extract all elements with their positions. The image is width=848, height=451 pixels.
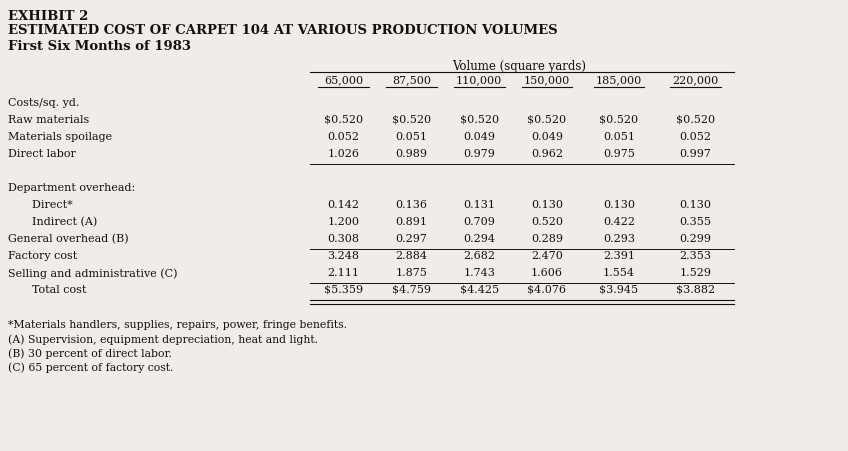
Text: 0.422: 0.422	[603, 217, 635, 227]
Text: $4.759: $4.759	[392, 285, 431, 295]
Text: $0.520: $0.520	[460, 115, 499, 125]
Text: $3.882: $3.882	[676, 285, 715, 295]
Text: 1.200: 1.200	[327, 217, 360, 227]
Text: Direct labor: Direct labor	[8, 149, 76, 159]
Text: 0.130: 0.130	[603, 200, 635, 210]
Text: (C) 65 percent of factory cost.: (C) 65 percent of factory cost.	[8, 362, 174, 373]
Text: Materials spoilage: Materials spoilage	[8, 132, 113, 142]
Text: $5.359: $5.359	[324, 285, 363, 295]
Text: 3.248: 3.248	[327, 251, 360, 261]
Text: 1.875: 1.875	[395, 268, 427, 278]
Text: 110,000: 110,000	[456, 75, 502, 85]
Text: $0.520: $0.520	[676, 115, 715, 125]
Text: $0.520: $0.520	[392, 115, 431, 125]
Text: $0.520: $0.520	[600, 115, 639, 125]
Text: Department overhead:: Department overhead:	[8, 183, 136, 193]
Text: 0.709: 0.709	[463, 217, 495, 227]
Text: $4.076: $4.076	[527, 285, 566, 295]
Text: 0.520: 0.520	[531, 217, 563, 227]
Text: 0.308: 0.308	[327, 234, 360, 244]
Text: 0.355: 0.355	[679, 217, 711, 227]
Text: 150,000: 150,000	[524, 75, 570, 85]
Text: 1.026: 1.026	[327, 149, 360, 159]
Text: ESTIMATED COST OF CARPET 104 AT VARIOUS PRODUCTION VOLUMES: ESTIMATED COST OF CARPET 104 AT VARIOUS …	[8, 24, 558, 37]
Text: 0.297: 0.297	[395, 234, 427, 244]
Text: Volume (square yards): Volume (square yards)	[452, 60, 587, 73]
Text: 0.989: 0.989	[395, 149, 427, 159]
Text: 0.049: 0.049	[463, 132, 495, 142]
Text: $3.945: $3.945	[600, 285, 639, 295]
Text: 1.606: 1.606	[531, 268, 563, 278]
Text: 0.289: 0.289	[531, 234, 563, 244]
Text: $0.520: $0.520	[324, 115, 363, 125]
Text: Selling and administrative (C): Selling and administrative (C)	[8, 268, 178, 279]
Text: 1.554: 1.554	[603, 268, 635, 278]
Text: $4.425: $4.425	[460, 285, 499, 295]
Text: General overhead (B): General overhead (B)	[8, 234, 129, 244]
Text: 2.353: 2.353	[679, 251, 711, 261]
Text: Costs/sq. yd.: Costs/sq. yd.	[8, 98, 80, 108]
Text: 0.130: 0.130	[679, 200, 711, 210]
Text: 0.051: 0.051	[395, 132, 427, 142]
Text: Direct*: Direct*	[25, 200, 73, 210]
Text: 0.142: 0.142	[327, 200, 360, 210]
Text: 0.891: 0.891	[395, 217, 427, 227]
Text: 2.682: 2.682	[463, 251, 495, 261]
Text: EXHIBIT 2: EXHIBIT 2	[8, 10, 89, 23]
Text: 0.052: 0.052	[327, 132, 360, 142]
Text: 220,000: 220,000	[672, 75, 718, 85]
Text: First Six Months of 1983: First Six Months of 1983	[8, 40, 192, 53]
Text: Raw materials: Raw materials	[8, 115, 90, 125]
Text: 0.299: 0.299	[679, 234, 711, 244]
Text: 2.391: 2.391	[603, 251, 635, 261]
Text: $0.520: $0.520	[527, 115, 566, 125]
Text: 65,000: 65,000	[324, 75, 363, 85]
Text: 0.975: 0.975	[603, 149, 635, 159]
Text: 0.294: 0.294	[463, 234, 495, 244]
Text: 87,500: 87,500	[392, 75, 431, 85]
Text: 0.051: 0.051	[603, 132, 635, 142]
Text: (A) Supervision, equipment depreciation, heat and light.: (A) Supervision, equipment depreciation,…	[8, 334, 319, 345]
Text: 0.052: 0.052	[679, 132, 711, 142]
Text: 0.131: 0.131	[463, 200, 495, 210]
Text: 0.962: 0.962	[531, 149, 563, 159]
Text: Indirect (A): Indirect (A)	[25, 217, 98, 227]
Text: 185,000: 185,000	[596, 75, 642, 85]
Text: 0.136: 0.136	[395, 200, 427, 210]
Text: Total cost: Total cost	[25, 285, 86, 295]
Text: Factory cost: Factory cost	[8, 251, 78, 261]
Text: 0.979: 0.979	[463, 149, 495, 159]
Text: 0.049: 0.049	[531, 132, 563, 142]
Text: 2.884: 2.884	[395, 251, 427, 261]
Text: 0.130: 0.130	[531, 200, 563, 210]
Text: 1.743: 1.743	[463, 268, 495, 278]
Text: (B) 30 percent of direct labor.: (B) 30 percent of direct labor.	[8, 348, 172, 359]
Text: 2.111: 2.111	[327, 268, 360, 278]
Text: 2.470: 2.470	[531, 251, 563, 261]
Text: 0.293: 0.293	[603, 234, 635, 244]
Text: 1.529: 1.529	[679, 268, 711, 278]
Text: 0.997: 0.997	[679, 149, 711, 159]
Text: *Materials handlers, supplies, repairs, power, fringe benefits.: *Materials handlers, supplies, repairs, …	[8, 320, 348, 330]
